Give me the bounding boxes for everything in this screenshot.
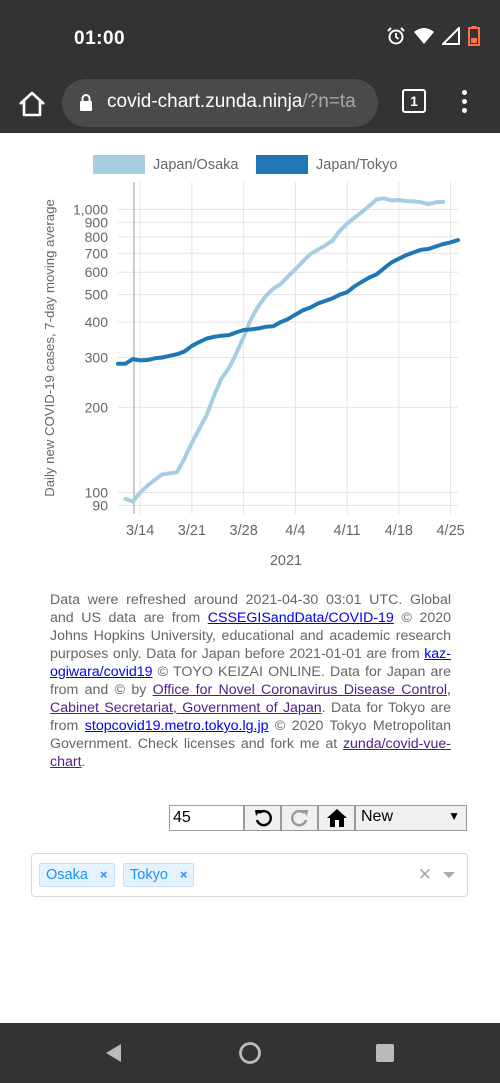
url-bar[interactable]: covid-chart.zunda.ninja/?n=ta xyxy=(62,79,378,127)
browser-toolbar: covid-chart.zunda.ninja/?n=ta 1 xyxy=(0,75,500,133)
status-clock: 01:00 xyxy=(74,28,126,49)
link-kaz-ogiwara[interactable]: kaz-ogiwara/covid19 xyxy=(50,646,451,680)
recents-icon[interactable] xyxy=(375,1043,395,1063)
url-path: /?n=ta xyxy=(302,91,356,112)
y-tick-label: 700 xyxy=(85,245,109,261)
clear-icon[interactable]: ✕ xyxy=(417,865,432,884)
y-tick-label: 100 xyxy=(85,485,109,501)
series-line-tokyo xyxy=(116,238,460,366)
notice-text-1: Data were refreshed around 2021-04-30 03… xyxy=(50,592,451,626)
home-circle-icon[interactable] xyxy=(238,1041,262,1065)
wifi-icon xyxy=(414,28,434,44)
notice-text-4: . Data for Tokyo are from xyxy=(50,700,451,734)
legend-swatch-tokyo xyxy=(256,155,308,174)
undo-button[interactable] xyxy=(244,805,281,831)
data-notice: Data were refreshed around 2021-04-30 03… xyxy=(50,591,451,771)
lock-icon xyxy=(80,94,92,111)
tag-osaka: Osaka × xyxy=(39,863,115,887)
x-tick-label: 3/14 xyxy=(126,523,154,539)
y-tick-label: 90 xyxy=(92,498,108,514)
status-icons xyxy=(386,26,480,46)
x-axis-ticks: 3/14 3/21 3/28 4/4 4/11 4/18 4/25 xyxy=(126,523,465,539)
status-bar: 01:00 xyxy=(0,0,500,75)
home-icon[interactable] xyxy=(16,88,48,120)
reset-home-button[interactable] xyxy=(318,805,355,831)
y-tick-label: 400 xyxy=(85,314,109,330)
y-tick-label: 200 xyxy=(85,399,109,415)
link-office-novel-coronavirus[interactable]: Office for Novel Coronavirus Disease Con… xyxy=(50,682,451,716)
x-tick-label: 4/25 xyxy=(436,523,464,539)
tag-label: Tokyo xyxy=(130,867,168,883)
redo-icon xyxy=(290,810,308,827)
y-axis-label: Daily new COVID-19 cases, 7-day moving a… xyxy=(42,199,57,497)
remove-tag-tokyo-icon[interactable]: × xyxy=(179,867,188,882)
url-domain: covid-chart.zunda.ninja xyxy=(107,91,303,112)
grid xyxy=(118,182,458,514)
x-tick-label: 4/18 xyxy=(385,523,413,539)
url-text: covid-chart.zunda.ninja/?n=ta xyxy=(107,91,356,113)
more-vert-icon[interactable] xyxy=(456,87,472,119)
alarm-icon xyxy=(387,27,405,45)
tag-tokyo: Tokyo × xyxy=(123,863,195,887)
tabs-icon[interactable]: 1 xyxy=(402,89,426,113)
back-icon[interactable] xyxy=(103,1042,123,1064)
series-line-osaka xyxy=(123,196,446,504)
tag-label: Osaka xyxy=(46,867,88,883)
chevron-down-icon[interactable] xyxy=(443,872,455,878)
remove-tag-osaka-icon[interactable]: × xyxy=(99,867,108,882)
x-tick-label: 4/11 xyxy=(334,523,361,539)
series-lines xyxy=(116,196,460,504)
x-axis-label: 2021 xyxy=(270,553,302,569)
metric-select-value: New xyxy=(361,808,394,825)
dropdown-caret-icon: ▼ xyxy=(448,809,460,823)
x-tick-label: 3/21 xyxy=(178,523,206,539)
y-tick-label: 500 xyxy=(85,287,109,303)
link-cssegis[interactable]: CSSEGISandData/COVID-19 xyxy=(207,610,394,626)
legend-label-osaka: Japan/Osaka xyxy=(153,157,239,173)
x-tick-label: 4/4 xyxy=(285,523,305,539)
notice-text-6: . xyxy=(81,754,86,770)
y-tick-label: 900 xyxy=(85,214,109,230)
reset-home-icon xyxy=(326,809,347,827)
undo-icon xyxy=(254,810,272,827)
days-input[interactable] xyxy=(169,805,244,831)
y-tick-label: 1,000 xyxy=(73,201,108,217)
y-tick-label: 600 xyxy=(85,264,109,280)
redo-button[interactable] xyxy=(281,805,318,831)
system-nav-bar xyxy=(0,1023,500,1083)
metric-select[interactable]: New ▼ xyxy=(355,805,467,831)
chart-controls: New ▼ xyxy=(169,805,467,831)
x-tick-label: 3/28 xyxy=(230,523,258,539)
link-covid-vue-chart[interactable]: zunda/covid-vue-chart xyxy=(50,736,451,770)
link-stopcovid19[interactable]: stopcovid19.metro.tokyo.lg.jp xyxy=(84,718,269,734)
y-tick-label: 300 xyxy=(85,349,109,365)
legend: Japan/Osaka Japan/Tokyo xyxy=(93,155,397,174)
legend-swatch-osaka xyxy=(93,155,145,174)
y-tick-label: 800 xyxy=(85,229,109,245)
notice-text-2: © 2020 Johns Hopkins University, educati… xyxy=(50,610,451,662)
battery-icon xyxy=(468,26,480,46)
legend-label-tokyo: Japan/Tokyo xyxy=(316,157,397,173)
notice-text-5: © 2020 Tokyo Metropolitan Government. Ch… xyxy=(50,718,451,752)
signal-icon xyxy=(442,27,460,45)
notice-text-3: © TOYO KEIZAI ONLINE. Data for Japan are… xyxy=(50,664,451,698)
region-selector[interactable]: Osaka × Tokyo × ✕ xyxy=(31,853,468,897)
